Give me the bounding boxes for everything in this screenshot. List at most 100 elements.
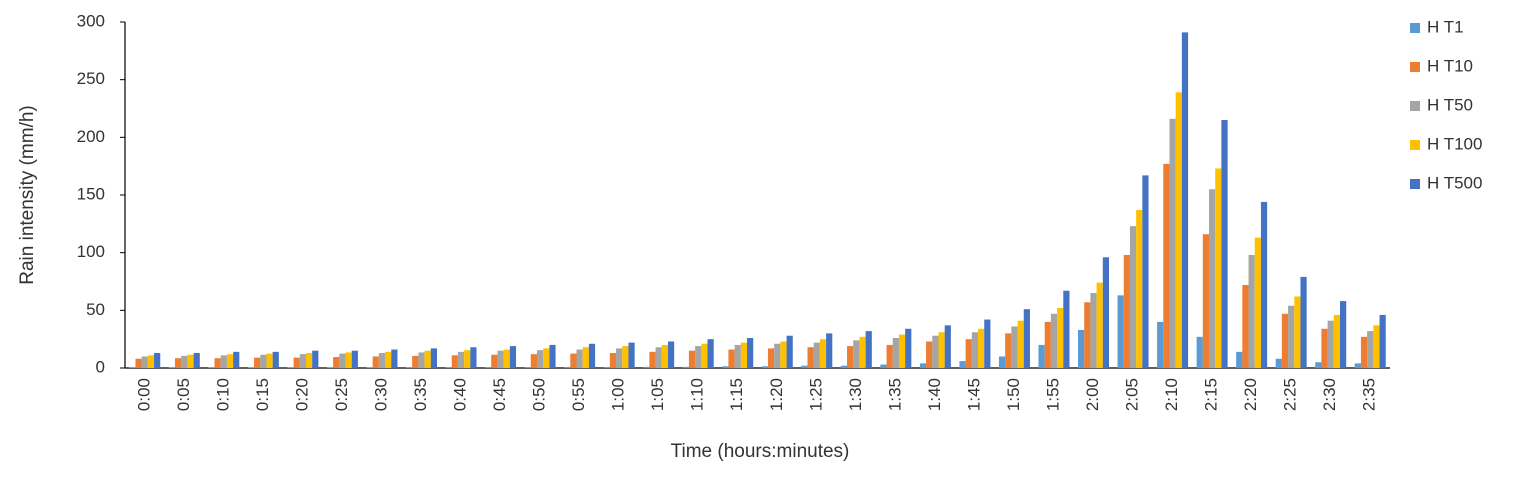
bar: [233, 352, 239, 368]
bar: [893, 338, 899, 368]
bar: [366, 367, 372, 368]
bar: [774, 344, 780, 368]
bar: [1063, 291, 1069, 368]
bar: [470, 347, 476, 368]
bar: [1005, 333, 1011, 368]
bar: [491, 355, 497, 368]
bar: [1169, 119, 1175, 368]
x-tick-label: 2:25: [1281, 378, 1300, 411]
x-tick-label: 1:55: [1043, 378, 1062, 411]
bar: [1051, 314, 1057, 368]
y-tick-label: 200: [77, 127, 105, 146]
bar: [1276, 359, 1282, 368]
x-tick-label: 0:45: [490, 378, 509, 411]
x-tick-label: 0:40: [451, 378, 470, 411]
bar: [972, 332, 978, 368]
x-tick-label: 2:30: [1320, 378, 1339, 411]
bar: [853, 340, 859, 368]
bar: [741, 343, 747, 368]
bar: [306, 353, 312, 368]
bar: [701, 344, 707, 368]
bar: [728, 350, 734, 368]
y-tick-label: 50: [86, 300, 105, 319]
bar: [1328, 321, 1334, 368]
bar: [1321, 329, 1327, 368]
x-tick-label: 0:35: [411, 378, 430, 411]
x-tick-label: 2:35: [1360, 378, 1379, 411]
bar: [787, 336, 793, 368]
legend-label: H T50: [1427, 95, 1473, 114]
bar: [1282, 314, 1288, 368]
x-tick-label: 0:20: [292, 378, 311, 411]
bar: [287, 367, 293, 368]
bar: [604, 367, 610, 368]
x-axis-title: Time (hours:minutes): [671, 441, 850, 462]
bar: [446, 367, 452, 368]
bar: [510, 346, 516, 368]
legend-label: H T10: [1427, 56, 1473, 75]
bar: [1249, 255, 1255, 368]
bar: [880, 365, 886, 368]
bar: [966, 339, 972, 368]
legend-swatch: [1410, 179, 1420, 189]
bar: [1057, 308, 1063, 368]
bar: [866, 331, 872, 368]
bar: [1288, 306, 1294, 368]
bar: [525, 367, 531, 368]
bar: [379, 353, 385, 368]
bar: [887, 345, 893, 368]
bar: [938, 332, 944, 368]
bar: [762, 366, 768, 368]
bar: [294, 358, 300, 368]
bar: [722, 366, 728, 368]
bar: [1182, 32, 1188, 368]
bar: [543, 348, 549, 368]
bar: [339, 354, 345, 368]
bar: [820, 339, 826, 368]
bar: [920, 363, 926, 368]
bar: [668, 341, 674, 368]
y-tick-label: 150: [77, 184, 105, 203]
bar: [847, 346, 853, 368]
x-tick-label: 1:15: [727, 378, 746, 411]
bar: [215, 358, 221, 368]
bar: [300, 354, 306, 368]
bar: [549, 345, 555, 368]
bar: [683, 367, 689, 368]
bar: [1203, 234, 1209, 368]
bar: [221, 355, 227, 368]
bar: [807, 347, 813, 368]
bar: [1300, 277, 1306, 368]
bar: [194, 353, 200, 368]
bar: [1209, 189, 1215, 368]
bar: [1097, 283, 1103, 368]
bar: [616, 348, 622, 368]
bar: [227, 354, 233, 368]
bar: [643, 367, 649, 368]
x-tick-label: 1:10: [688, 378, 707, 411]
bar: [1373, 325, 1379, 368]
bar: [135, 359, 141, 368]
bar: [1355, 363, 1361, 368]
bar: [768, 348, 774, 368]
bar: [254, 358, 260, 368]
bar: [735, 345, 741, 368]
bar: [497, 351, 503, 368]
bar: [801, 366, 807, 368]
bar: [1038, 345, 1044, 368]
bar: [327, 367, 333, 368]
bar: [352, 351, 358, 368]
bar: [312, 351, 318, 368]
bar: [373, 356, 379, 368]
bar: [485, 367, 491, 368]
bar: [1221, 120, 1227, 368]
y-tick-label: 0: [96, 357, 105, 376]
bar: [187, 355, 193, 368]
bar: [905, 329, 911, 368]
bar: [564, 367, 570, 368]
bar: [418, 352, 424, 368]
bar: [1367, 331, 1373, 368]
bar: [1294, 296, 1300, 368]
y-tick-label: 100: [77, 242, 105, 261]
